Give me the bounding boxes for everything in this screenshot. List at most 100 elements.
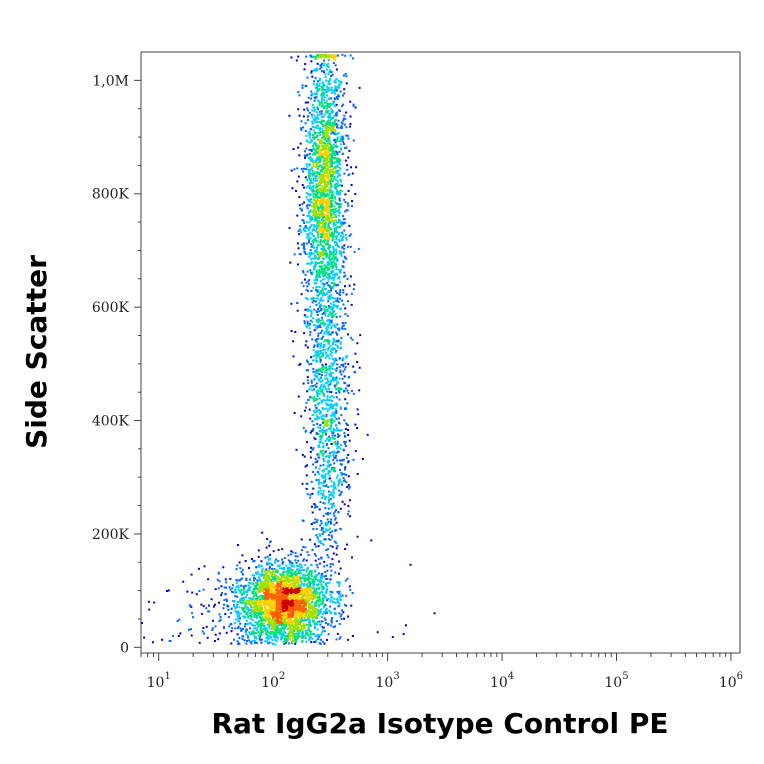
event-point	[268, 567, 271, 570]
event-point	[324, 175, 327, 177]
event-point	[304, 101, 307, 104]
event-point	[331, 308, 334, 311]
event-point	[297, 55, 300, 58]
event-point	[319, 214, 321, 217]
event-point	[337, 80, 340, 83]
event-point	[318, 110, 321, 113]
event-point	[273, 592, 276, 595]
event-point	[272, 594, 275, 597]
event-point	[310, 138, 313, 141]
event-point	[338, 140, 341, 143]
event-point	[326, 308, 329, 311]
event-point	[341, 126, 344, 129]
event-point	[299, 229, 302, 232]
event-point	[335, 241, 338, 244]
event-point	[342, 611, 345, 614]
event-point	[336, 235, 338, 238]
event-point	[324, 612, 327, 615]
event-point	[306, 198, 309, 201]
event-point	[253, 613, 256, 616]
event-point	[284, 577, 287, 580]
event-point	[280, 583, 283, 586]
event-point	[302, 126, 305, 129]
event-point	[287, 587, 290, 589]
event-point	[313, 577, 316, 580]
event-point	[335, 123, 338, 126]
event-point	[248, 639, 251, 642]
event-point	[328, 298, 331, 301]
event-point	[310, 570, 313, 572]
event-point	[327, 215, 329, 218]
event-point	[328, 69, 331, 72]
event-point	[318, 620, 321, 623]
event-point	[336, 632, 339, 635]
event-point	[291, 585, 294, 587]
event-point	[303, 627, 306, 630]
event-point	[315, 125, 318, 128]
event-point	[340, 147, 343, 150]
event-point	[322, 124, 325, 127]
event-point	[268, 610, 271, 613]
event-point	[319, 623, 322, 626]
event-point	[237, 544, 239, 546]
event-point	[278, 591, 281, 594]
event-point	[292, 595, 295, 597]
event-point	[236, 564, 239, 567]
event-point	[272, 615, 275, 618]
event-point	[306, 76, 309, 79]
event-point	[264, 618, 267, 621]
event-point	[294, 619, 296, 622]
event-point	[340, 81, 343, 84]
event-point	[313, 161, 316, 163]
event-point	[313, 606, 316, 609]
event-point	[245, 579, 248, 581]
event-point	[320, 98, 323, 101]
event-point	[305, 568, 308, 571]
event-point	[334, 166, 337, 169]
event-point	[310, 113, 313, 116]
event-point	[332, 234, 335, 237]
event-point	[305, 610, 308, 613]
event-point	[336, 159, 339, 162]
event-point	[317, 609, 320, 612]
event-point	[295, 625, 298, 628]
event-point	[300, 120, 303, 123]
event-point	[264, 640, 267, 643]
event-point	[302, 589, 305, 592]
event-point	[310, 575, 313, 578]
event-point	[315, 545, 318, 548]
event-point	[264, 582, 267, 585]
event-point	[279, 579, 282, 582]
event-point	[324, 574, 327, 577]
event-point	[260, 573, 262, 576]
event-point	[245, 577, 248, 580]
event-point	[349, 122, 352, 125]
event-point	[314, 230, 317, 233]
event-point	[316, 566, 319, 569]
event-point	[255, 642, 258, 644]
event-point	[335, 187, 338, 190]
event-point	[351, 200, 353, 203]
event-point	[317, 271, 320, 274]
event-point	[286, 633, 289, 636]
event-point	[322, 190, 325, 193]
event-point	[314, 265, 317, 268]
event-point	[318, 605, 321, 608]
event-point	[315, 158, 318, 161]
event-point	[305, 220, 308, 223]
event-point	[328, 140, 331, 142]
event-point	[326, 177, 329, 180]
event-point	[309, 187, 312, 190]
event-point	[335, 598, 338, 601]
event-point	[297, 594, 300, 597]
event-point	[288, 642, 291, 645]
event-point	[325, 276, 328, 279]
event-point	[303, 222, 306, 225]
event-point	[305, 640, 308, 643]
event-point	[319, 638, 322, 641]
event-point	[327, 97, 330, 100]
event-point	[314, 339, 317, 342]
event-point	[326, 211, 329, 214]
event-point	[254, 609, 257, 611]
event-point	[314, 150, 317, 153]
